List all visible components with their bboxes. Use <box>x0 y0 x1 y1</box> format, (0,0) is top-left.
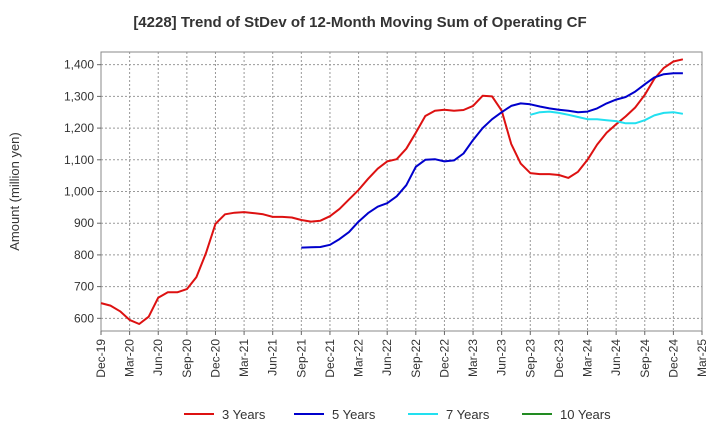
y-tick-label: 900 <box>74 216 94 230</box>
x-tick-label: Mar-22 <box>352 339 366 377</box>
y-tick-label: 700 <box>74 280 94 294</box>
x-tick-label: Jun-22 <box>380 339 394 376</box>
x-tick-label: Jun-21 <box>266 339 280 376</box>
grid-lines <box>100 52 703 331</box>
x-tick-label: Jun-20 <box>151 339 165 376</box>
x-tick-label: Jun-23 <box>495 339 509 376</box>
x-tick-label: Mar-24 <box>581 339 595 377</box>
y-tick-label: 1,400 <box>64 58 94 72</box>
series-lines <box>100 58 684 325</box>
legend-label: 5 Years <box>332 407 376 422</box>
y-tick-label: 1,300 <box>64 89 94 103</box>
x-tick-label: Sep-24 <box>638 339 652 378</box>
x-tick-label: Mar-20 <box>123 339 137 377</box>
x-tick-label: Dec-19 <box>94 339 108 378</box>
x-axis-ticks: Dec-19 Mar-20 Jun-20 Sep-20 Dec-20 Mar-21 Jun-… <box>94 331 709 378</box>
x-tick-label: Dec-23 <box>552 339 566 378</box>
x-tick-label: Dec-21 <box>323 339 337 378</box>
y-tick-label: 1,100 <box>64 153 94 167</box>
y-tick-label: 1,000 <box>64 185 94 199</box>
x-tick-label: Sep-21 <box>294 339 308 378</box>
y-tick-label: 800 <box>74 248 94 262</box>
y-axis-label: Amount (million yen) <box>7 132 22 251</box>
series-line-1 <box>301 72 683 249</box>
x-tick-label: Dec-22 <box>437 339 451 378</box>
y-tick-label: 1,200 <box>64 121 94 135</box>
x-tick-label: Dec-24 <box>666 339 680 378</box>
chart-title: [4228] Trend of StDev of 12-Month Moving… <box>133 14 587 31</box>
series-line-0 <box>100 58 684 325</box>
legend-label: 3 Years <box>222 407 266 422</box>
y-axis-ticks: 600 700 800 900 1,000 1,100 1,200 1,300 1,400 <box>64 58 101 325</box>
x-tick-label: Dec-20 <box>208 339 222 378</box>
x-tick-label: Jun-24 <box>609 339 623 376</box>
x-tick-label: Sep-23 <box>523 339 537 378</box>
series-line-2 <box>530 110 684 125</box>
x-tick-label: Mar-23 <box>466 339 480 377</box>
x-tick-label: Mar-21 <box>237 339 251 377</box>
legend-label: 7 Years <box>446 407 490 422</box>
legend-label: 10 Years <box>560 407 611 422</box>
x-tick-label: Sep-22 <box>409 339 423 378</box>
x-tick-label: Mar-25 <box>695 339 709 377</box>
legend: 3 Years 5 Years 7 Years 10 Years <box>184 407 611 422</box>
y-tick-label: 600 <box>74 311 94 325</box>
x-tick-label: Sep-20 <box>180 339 194 378</box>
